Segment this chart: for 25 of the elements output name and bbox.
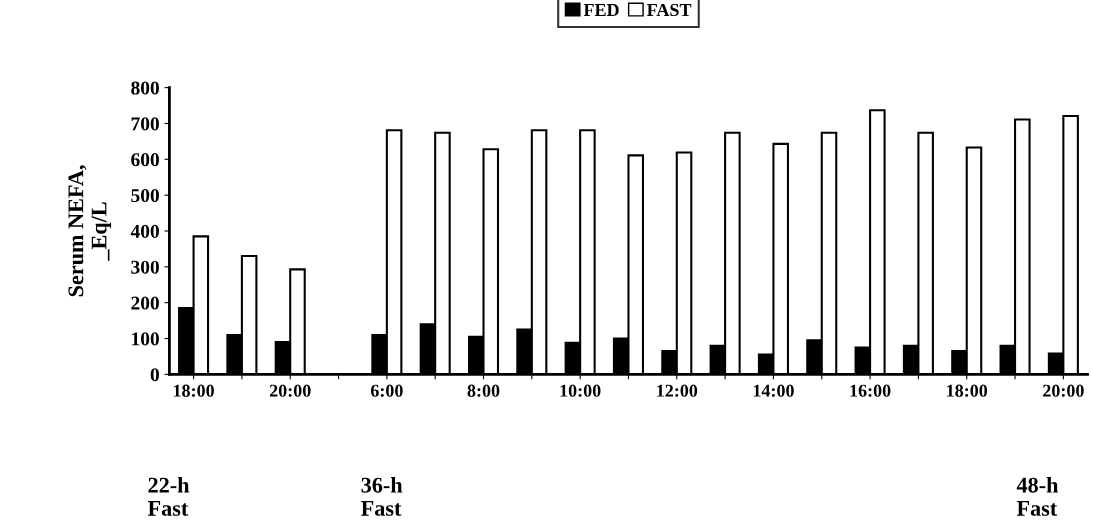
x-tick-label: 12:00 [657, 384, 698, 397]
legend-label: FAST [647, 3, 692, 17]
y-tick-label: 300 [131, 260, 159, 274]
x-tick-label: 6:00 [370, 384, 403, 397]
y-tick-label: 0 [150, 368, 159, 382]
text: 48-h Fast [1016, 476, 1059, 516]
text: 36-h Fast [361, 476, 403, 516]
y-tick-label: 700 [131, 117, 159, 131]
x-tick-label: 20:00 [1043, 384, 1084, 397]
x-tick-label: 18:00 [173, 384, 214, 397]
y-tick-label: 400 [130, 224, 159, 238]
x-tick-label: 8:00 [467, 384, 500, 397]
x-tick-label: 14:00 [753, 384, 794, 397]
y-tick-label: 800 [131, 81, 159, 95]
legend-label: FED [583, 4, 619, 16]
x-tick-label: 18:00 [947, 384, 988, 397]
text: 22-h Fast [147, 476, 190, 516]
x-tick-label: 16:00 [850, 384, 891, 397]
y-axis-title: Serum NEFA, _Eq/L [68, 165, 112, 297]
y-tick-label: 100 [132, 332, 159, 346]
y-tick-label: 600 [131, 153, 159, 167]
y-tick-label: 500 [131, 188, 159, 203]
x-tick-label: 20:00 [269, 384, 311, 397]
y-tick-label: 200 [131, 296, 159, 310]
x-tick-label: 10:00 [560, 384, 601, 397]
